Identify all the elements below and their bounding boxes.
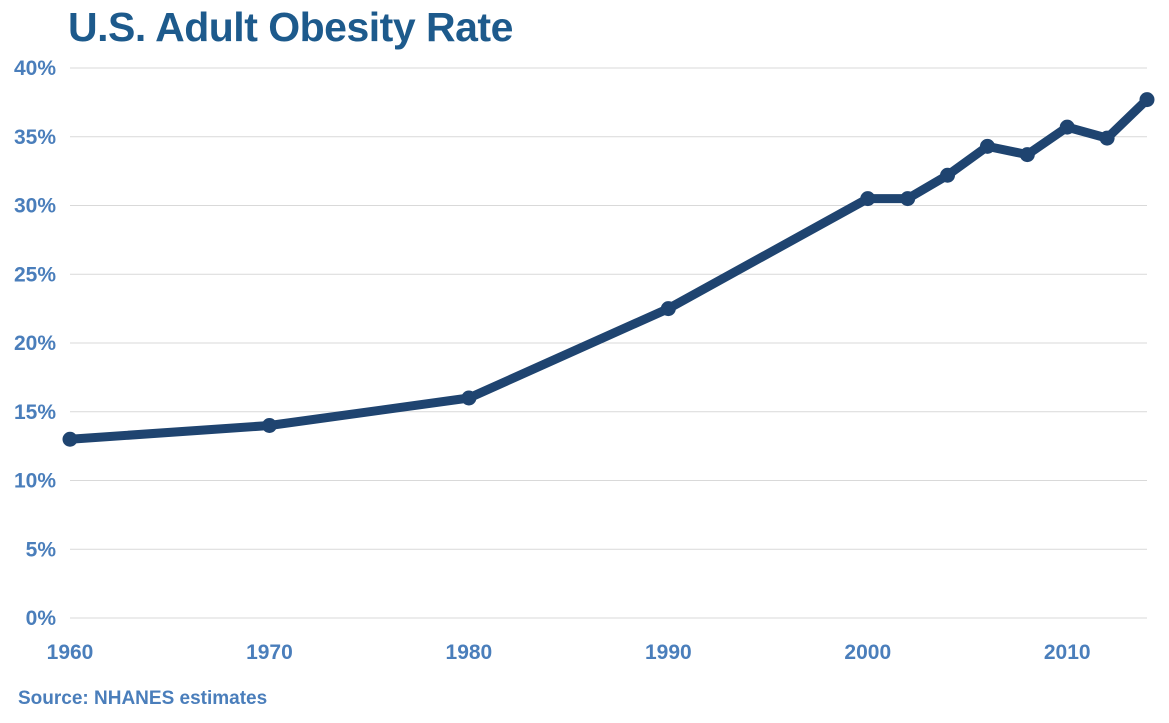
chart-title: U.S. Adult Obesity Rate — [68, 4, 513, 50]
x-tick-label: 1970 — [246, 641, 293, 664]
y-tick-label: 15% — [14, 401, 56, 424]
data-point — [1019, 147, 1035, 163]
y-tick-label: 40% — [14, 57, 56, 80]
data-point — [461, 390, 477, 406]
data-point — [940, 167, 956, 183]
y-tick-label: 30% — [14, 195, 56, 218]
x-tick-label: 2000 — [844, 641, 891, 664]
y-tick-label: 5% — [26, 538, 57, 561]
y-tick-label: 25% — [14, 263, 56, 286]
x-tick-label: 1960 — [47, 641, 94, 664]
y-tick-label: 20% — [14, 332, 56, 355]
data-point — [860, 191, 876, 207]
x-tick-label: 2010 — [1044, 641, 1091, 664]
data-point — [900, 191, 916, 207]
y-tick-label: 10% — [14, 470, 56, 493]
data-point — [979, 138, 995, 154]
data-point — [261, 418, 277, 433]
x-tick-label: 1990 — [645, 641, 692, 664]
y-tick-label: 35% — [14, 126, 56, 149]
x-tick-label: 1980 — [446, 641, 493, 664]
data-point — [1139, 92, 1155, 108]
data-point — [62, 431, 78, 447]
data-point — [660, 301, 676, 317]
y-tick-label: 0% — [26, 607, 57, 630]
data-point — [1059, 119, 1075, 135]
source-note: Source: NHANES estimates — [18, 688, 268, 709]
data-point — [1099, 130, 1115, 146]
